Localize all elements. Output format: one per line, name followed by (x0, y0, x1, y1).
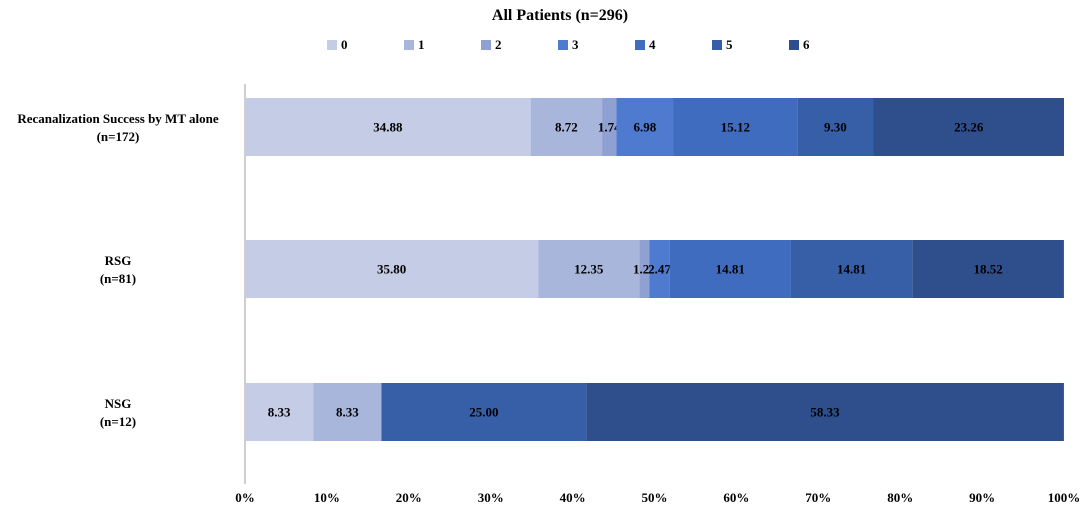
legend-label-4: 4 (649, 37, 656, 52)
legend-swatch-6 (789, 40, 799, 50)
category-label-2: RSG (105, 253, 132, 268)
category-count-2: (n=81) (100, 271, 136, 286)
data-label-1-3: 6.98 (634, 120, 657, 135)
legend-label-2: 2 (495, 37, 502, 52)
chart-title: All Patients (n=296) (492, 7, 628, 24)
data-label-3-1: 8.33 (336, 405, 359, 420)
legend-swatch-3 (558, 40, 568, 50)
bar-segment-2-2 (639, 240, 650, 298)
x-tick-1: 10% (314, 490, 340, 505)
bar-segment-3-6 (586, 383, 1064, 441)
bar-segment-1-5 (797, 98, 874, 156)
data-label-1-5: 9.30 (824, 120, 847, 135)
bar-segment-1-0 (245, 98, 531, 156)
x-axis-ticks: 0% 10% 20% 30% 40% 50% 60% 70% 80% 90% 100% (235, 490, 1080, 505)
bar-segment-1-4 (673, 98, 798, 156)
data-label-1-4: 15.12 (721, 120, 750, 135)
legend-label-1: 1 (418, 37, 425, 52)
x-tick-7: 70% (805, 490, 831, 505)
bar-segment-1-3 (616, 98, 674, 156)
x-tick-9: 90% (969, 490, 995, 505)
legend-label-6: 6 (803, 37, 810, 52)
x-tick-2: 20% (396, 490, 422, 505)
data-label-3-5: 25.00 (469, 405, 498, 420)
legend: 0 1 2 3 4 5 6 (327, 37, 810, 52)
bars: 34.88 8.72 1.74 6.98 15.12 9.30 23.26 35.80 12.3… (245, 98, 1064, 441)
x-tick-3: 30% (478, 490, 504, 505)
x-tick-8: 80% (887, 490, 913, 505)
legend-label-0: 0 (341, 37, 348, 52)
bar-segment-1-1 (530, 98, 603, 156)
x-tick-4: 40% (560, 490, 586, 505)
x-tick-0: 0% (235, 490, 255, 505)
legend-swatch-0 (327, 40, 337, 50)
bar-segment-2-1 (538, 240, 640, 298)
bar-segment-1-2 (602, 98, 617, 156)
legend-swatch-4 (635, 40, 645, 50)
data-label-1-6: 23.26 (954, 120, 984, 135)
legend-swatch-5 (712, 40, 722, 50)
x-tick-5: 50% (642, 490, 668, 505)
bar-segment-2-6 (912, 240, 1064, 298)
data-label-2-1: 12.35 (574, 262, 604, 277)
data-label-1-2: 1.74 (598, 120, 621, 135)
bar-segment-3-0 (245, 383, 314, 441)
data-label-2-6: 18.52 (973, 262, 1002, 277)
category-count-3: (n=12) (100, 414, 136, 429)
data-label-3-6: 58.33 (810, 405, 840, 420)
bar-segment-3-1 (313, 383, 382, 441)
bar-segment-1-6 (873, 98, 1064, 156)
legend-swatch-1 (404, 40, 414, 50)
data-label-2-4: 14.81 (716, 262, 745, 277)
category-label-1: Recanalization Success by MT alone (17, 111, 218, 126)
legend-swatch-2 (481, 40, 491, 50)
legend-label-3: 3 (572, 37, 579, 52)
bar-segment-2-5 (790, 240, 913, 298)
bar-segment-3-5 (381, 383, 587, 441)
data-label-2-3: 2.47 (648, 262, 671, 277)
category-labels: Recanalization Success by MT alone (n=172… (17, 111, 218, 429)
data-label-2-0: 35.80 (377, 262, 406, 277)
data-label-1-1: 8.72 (555, 120, 578, 135)
data-label-2-5: 14.81 (837, 262, 866, 277)
bar-segment-2-3 (649, 240, 670, 298)
bar-segment-2-0 (245, 240, 539, 298)
category-label-3: NSG (105, 396, 132, 411)
x-tick-6: 60% (723, 490, 749, 505)
data-label-3-0: 8.33 (268, 405, 291, 420)
x-tick-10: 100% (1048, 490, 1081, 505)
bar-segment-2-4 (669, 240, 791, 298)
data-label-1-0: 34.88 (373, 120, 403, 135)
category-count-1: (n=172) (97, 129, 140, 144)
legend-label-5: 5 (726, 37, 733, 52)
